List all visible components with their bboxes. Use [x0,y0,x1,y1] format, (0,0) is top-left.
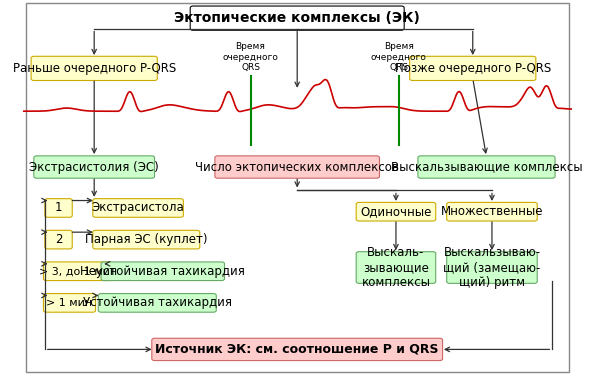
Text: Устойчивая тахикардия: Устойчивая тахикардия [83,296,232,309]
FancyBboxPatch shape [356,252,436,284]
Text: Выскаль-
зывающие
комплексы: Выскаль- зывающие комплексы [361,246,430,289]
Text: Эктопические комплексы (ЭК): Эктопические комплексы (ЭК) [174,11,420,25]
FancyBboxPatch shape [34,156,155,178]
FancyBboxPatch shape [44,294,96,312]
Text: 2: 2 [55,233,62,246]
Text: Позже очередного P-QRS: Позже очередного P-QRS [395,62,551,75]
Text: Выскальзывающие комплексы: Выскальзывающие комплексы [390,160,582,174]
Text: Множественные: Множественные [441,205,543,218]
Text: Экстрасистолия (ЭС): Экстрасистолия (ЭС) [29,160,159,174]
FancyBboxPatch shape [447,252,537,284]
Text: Экстрасистола: Экстрасистола [92,201,184,214]
Text: Время
очередного
QRS: Время очередного QRS [371,42,427,72]
FancyBboxPatch shape [93,199,183,217]
Text: Число эктопических комплексов: Число эктопических комплексов [195,160,399,174]
Text: Раньше очередного P-QRS: Раньше очередного P-QRS [13,62,176,75]
Text: > 1 мин: > 1 мин [47,298,93,308]
FancyBboxPatch shape [31,56,157,81]
FancyBboxPatch shape [44,262,112,280]
FancyBboxPatch shape [410,56,536,81]
FancyBboxPatch shape [93,230,200,249]
Text: Одиночные: Одиночные [360,205,432,218]
Text: 1: 1 [55,201,62,214]
FancyBboxPatch shape [215,156,380,178]
FancyBboxPatch shape [45,199,72,217]
Text: Источник ЭК: см. соотношение Р и QRS: Источник ЭК: см. соотношение Р и QRS [155,343,439,356]
FancyBboxPatch shape [447,202,537,221]
FancyBboxPatch shape [45,230,72,249]
Text: Парная ЭС (куплет): Парная ЭС (куплет) [85,233,208,246]
FancyBboxPatch shape [101,262,224,280]
FancyBboxPatch shape [99,294,216,312]
Text: Неустойчивая тахикардия: Неустойчивая тахикардия [81,265,245,278]
Text: > 3, до 1 мин: > 3, до 1 мин [39,266,117,276]
Text: Выскальзываю-
щий (замещаю-
щий) ритм: Выскальзываю- щий (замещаю- щий) ритм [443,246,541,289]
FancyBboxPatch shape [356,202,436,221]
FancyBboxPatch shape [418,156,555,178]
Text: Время
очередного
QRS: Время очередного QRS [223,42,278,72]
FancyBboxPatch shape [190,6,404,30]
FancyBboxPatch shape [152,338,442,361]
